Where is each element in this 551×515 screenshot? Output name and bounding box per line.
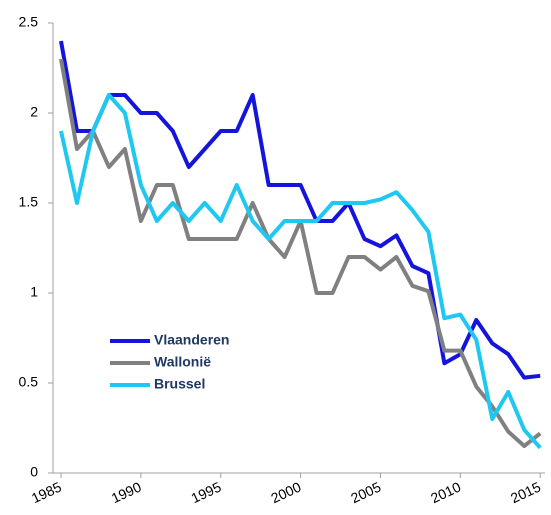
y-tick-label: 0 <box>30 464 38 480</box>
line-series <box>59 93 542 450</box>
y-tick-label: 2.5 <box>19 14 39 30</box>
legend-label: Brussel <box>154 376 205 392</box>
x-tick-label: 2000 <box>268 478 303 506</box>
x-tick-label: 2010 <box>428 478 463 506</box>
y-tick-label: 1 <box>30 284 38 300</box>
line-series <box>59 58 542 448</box>
x-tick-label: 1990 <box>109 478 144 506</box>
y-tick-label: 2 <box>30 104 38 120</box>
x-tick-label: 1995 <box>189 478 224 506</box>
x-tick-label: 2015 <box>508 478 543 506</box>
legend-label: Vlaanderen <box>154 332 229 348</box>
legend-label: Wallonië <box>154 354 211 370</box>
x-tick-label: 2005 <box>348 478 383 506</box>
y-tick-label: 0.5 <box>19 374 39 390</box>
y-tick-label: 1.5 <box>19 194 39 210</box>
x-tick-label: 1985 <box>29 478 64 506</box>
